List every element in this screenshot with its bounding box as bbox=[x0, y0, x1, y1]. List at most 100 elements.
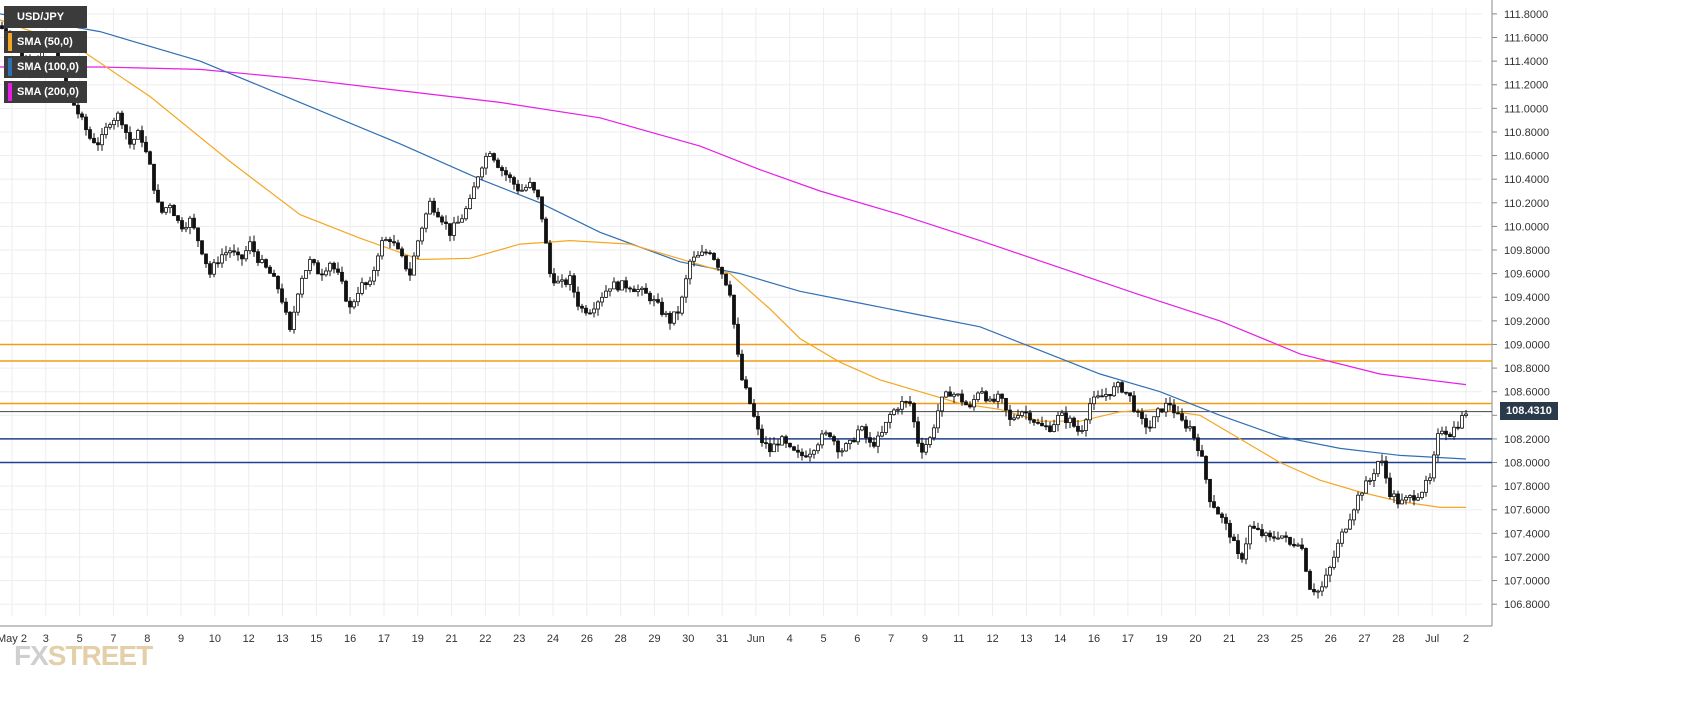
candle-body bbox=[1108, 394, 1112, 397]
x-tick-label: 21 bbox=[445, 633, 457, 645]
candle-body bbox=[300, 277, 304, 295]
candle-body bbox=[540, 196, 544, 220]
candle-body bbox=[1344, 528, 1348, 533]
current-price-tag: 108.4310 bbox=[1500, 401, 1558, 420]
candle-body bbox=[316, 262, 320, 275]
candle-body bbox=[976, 392, 980, 400]
candle-body bbox=[688, 260, 692, 280]
x-tick-label: Jul bbox=[1425, 633, 1439, 645]
candle-body bbox=[1088, 403, 1092, 421]
candle-body bbox=[1264, 532, 1268, 537]
watermark-street: STREET bbox=[47, 640, 153, 671]
candle-body bbox=[268, 266, 272, 274]
candle-body bbox=[840, 450, 844, 453]
candle-body bbox=[76, 104, 80, 115]
candle-body bbox=[152, 163, 156, 191]
candle-body bbox=[820, 433, 824, 446]
candle-body bbox=[1392, 493, 1396, 498]
fxstreet-watermark: FXSTREET bbox=[14, 640, 153, 672]
candle-body bbox=[188, 217, 192, 228]
candle-body bbox=[460, 218, 464, 223]
candle-body bbox=[900, 401, 904, 410]
candle-body bbox=[896, 408, 900, 411]
x-tick-label: 9 bbox=[922, 633, 928, 645]
candle-body bbox=[1252, 525, 1256, 529]
candle-body bbox=[968, 404, 972, 408]
candle-body bbox=[856, 429, 860, 443]
candle-body bbox=[1348, 519, 1352, 530]
x-tick-label: 26 bbox=[1325, 633, 1337, 645]
candle-body bbox=[324, 270, 328, 276]
candle-body bbox=[368, 280, 372, 286]
candle-body bbox=[964, 401, 968, 406]
candle-body bbox=[648, 292, 652, 302]
y-tick-label: 107.2000 bbox=[1504, 552, 1550, 564]
candle-body bbox=[1064, 412, 1068, 423]
candle-body bbox=[1188, 426, 1192, 429]
candle-body bbox=[244, 250, 248, 260]
candle-body bbox=[436, 211, 440, 218]
candle-body bbox=[296, 293, 300, 313]
candle-body bbox=[308, 259, 312, 271]
candle-body bbox=[272, 272, 276, 277]
candle-body bbox=[908, 401, 912, 404]
x-tick-label: 26 bbox=[581, 633, 593, 645]
candle-body bbox=[1376, 461, 1380, 475]
candle-body bbox=[920, 442, 924, 453]
candle-body bbox=[228, 250, 232, 254]
candle-body bbox=[652, 299, 656, 302]
candle-body bbox=[1332, 556, 1336, 568]
candle-body bbox=[1200, 450, 1204, 457]
candle-body bbox=[328, 262, 332, 272]
x-tick-label: 17 bbox=[1122, 633, 1134, 645]
candle-body bbox=[352, 301, 356, 308]
candle-body bbox=[576, 291, 580, 307]
candle-body bbox=[256, 251, 260, 263]
candle-body bbox=[972, 399, 976, 408]
candle-body bbox=[1440, 430, 1444, 435]
candle-body bbox=[88, 129, 92, 139]
candle-body bbox=[1272, 536, 1276, 539]
candle-body bbox=[1352, 509, 1356, 521]
candle-body bbox=[704, 251, 708, 254]
candle-body bbox=[1432, 454, 1436, 479]
candle-body bbox=[1380, 460, 1384, 463]
candle-body bbox=[140, 130, 144, 143]
x-tick-label: 14 bbox=[1054, 633, 1066, 645]
x-tick-label: 24 bbox=[547, 633, 559, 645]
candle-body bbox=[824, 432, 828, 435]
candle-body bbox=[348, 300, 352, 308]
legend-sma50-label: SMA (50,0) bbox=[17, 36, 73, 48]
candle-body bbox=[1360, 492, 1364, 496]
candle-body bbox=[892, 409, 896, 415]
candle-body bbox=[1404, 497, 1408, 501]
candle-body bbox=[1256, 527, 1260, 530]
x-tick-label: 13 bbox=[1020, 633, 1032, 645]
y-tick-label: 107.6000 bbox=[1504, 505, 1550, 517]
candle-body bbox=[360, 282, 364, 294]
candle-body bbox=[628, 287, 632, 290]
legend: USD/JPY SMA (50,0) SMA (100,0) SMA (200,… bbox=[4, 6, 87, 106]
candle-body bbox=[724, 273, 728, 286]
candle-body bbox=[1316, 590, 1320, 593]
candle-body bbox=[1056, 415, 1060, 426]
candle-body bbox=[656, 299, 660, 303]
candle-body bbox=[868, 437, 872, 443]
candle-body bbox=[524, 187, 528, 191]
candle-body bbox=[136, 130, 140, 140]
y-tick-label: 108.6000 bbox=[1504, 387, 1550, 399]
candle-body bbox=[1072, 417, 1076, 427]
candle-body bbox=[1092, 396, 1096, 405]
y-tick-label: 107.0000 bbox=[1504, 576, 1550, 588]
candle-body bbox=[624, 280, 628, 289]
candle-body bbox=[1084, 419, 1088, 431]
candle-body bbox=[216, 262, 220, 265]
candle-body bbox=[440, 216, 444, 223]
candle-body bbox=[1168, 402, 1172, 406]
candle-body bbox=[200, 240, 204, 255]
candle-body bbox=[548, 242, 552, 275]
candle-body bbox=[552, 273, 556, 284]
candle-body bbox=[1000, 393, 1004, 399]
y-tick-label: 108.0000 bbox=[1504, 458, 1550, 470]
